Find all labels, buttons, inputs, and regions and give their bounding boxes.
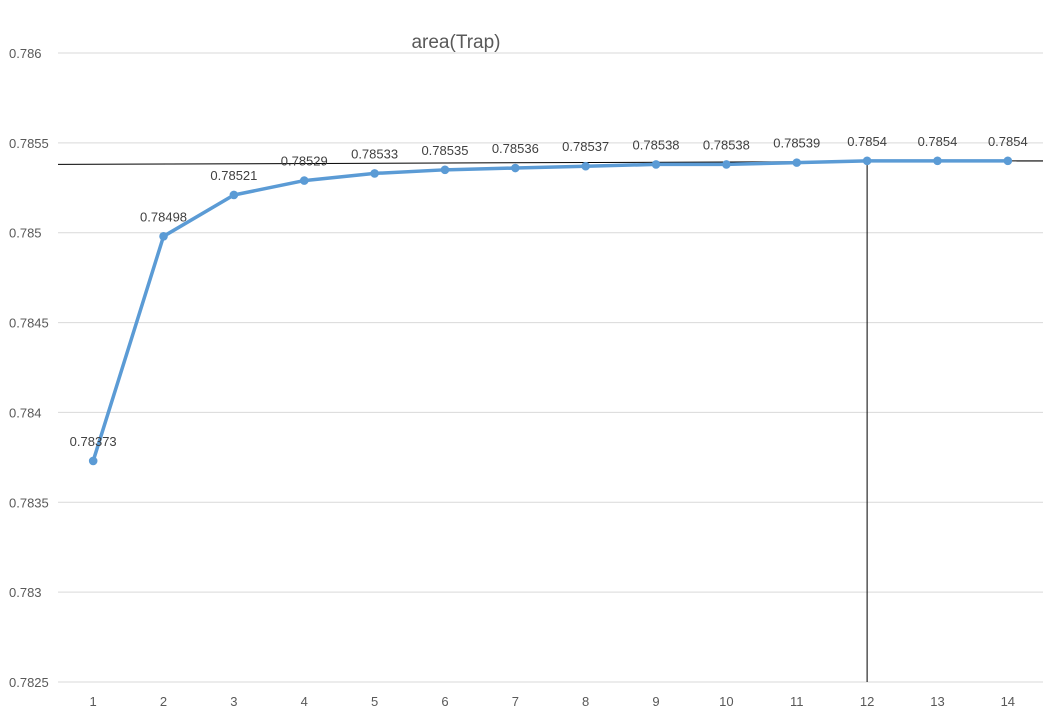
data-point [651, 160, 661, 169]
data-point [792, 158, 802, 167]
data-label: 0.78536 [492, 141, 539, 156]
data-label: 0.78529 [281, 154, 328, 169]
data-point [229, 190, 239, 200]
series-area-trap [88, 156, 1013, 466]
data-point [159, 232, 168, 241]
x-tick-label: 3 [230, 694, 237, 709]
x-tick-label: 11 [790, 694, 804, 709]
x-tick-label: 13 [930, 694, 944, 709]
data-label: 0.78539 [773, 136, 820, 151]
gridlines [58, 52, 1043, 683]
data-point [511, 163, 520, 173]
x-tick-label: 5 [371, 694, 378, 709]
data-point [370, 169, 379, 178]
y-tick-label: 0.7825 [9, 675, 49, 690]
x-tick-label: 2 [160, 694, 167, 709]
data-point [88, 456, 98, 466]
x-tick-label: 1 [90, 694, 97, 709]
data-point [1003, 156, 1013, 166]
y-tick-label: 0.783 [9, 585, 42, 600]
data-label: 0.78537 [562, 139, 609, 154]
data-label: 0.78521 [210, 168, 257, 183]
y-tick-label: 0.7855 [9, 136, 49, 151]
data-point [933, 156, 942, 166]
data-label: 0.78498 [140, 209, 187, 224]
data-label: 0.78535 [421, 143, 468, 158]
y-tick-label: 0.784 [9, 405, 42, 420]
x-axis: 1 2 3 4 5 6 7 8 9 10 11 12 13 14 [58, 681, 1043, 709]
y-tick-label: 0.7835 [9, 495, 49, 510]
data-label: 0.7854 [847, 134, 887, 149]
data-point [299, 176, 309, 185]
data-point [862, 156, 872, 166]
x-tick-label: 14 [1001, 694, 1015, 709]
data-labels: 0.78373 0.78498 0.78521 0.78529 0.78533 0.785… [70, 134, 1028, 449]
x-tick-label: 8 [582, 694, 589, 709]
data-point [581, 161, 590, 171]
y-tick-label: 0.786 [9, 46, 42, 61]
data-label: 0.7854 [918, 134, 958, 149]
x-tick-label: 12 [860, 694, 874, 709]
data-label: 0.78538 [703, 137, 750, 152]
x-tick-label: 6 [441, 694, 448, 709]
data-label: 0.78538 [633, 137, 680, 152]
y-tick-label: 0.7845 [9, 316, 49, 331]
data-point [440, 165, 450, 175]
series-line [91, 159, 1010, 463]
reference-lines [57, 160, 1043, 682]
data-point [722, 160, 731, 169]
x-tick-label: 4 [301, 694, 308, 709]
y-axis: 0.7825 0.783 0.7835 0.784 0.7845 0.785 0.7855 0… [9, 46, 49, 690]
y-tick-label: 0.785 [9, 226, 42, 241]
data-label: 0.78373 [70, 434, 117, 449]
data-label: 0.78533 [351, 146, 398, 161]
x-tick-label: 10 [719, 694, 733, 709]
chart-title: area(Trap) [411, 32, 500, 53]
x-tick-label: 9 [652, 694, 659, 709]
data-label: 0.7854 [988, 134, 1028, 149]
x-tick-label: 7 [512, 694, 519, 709]
